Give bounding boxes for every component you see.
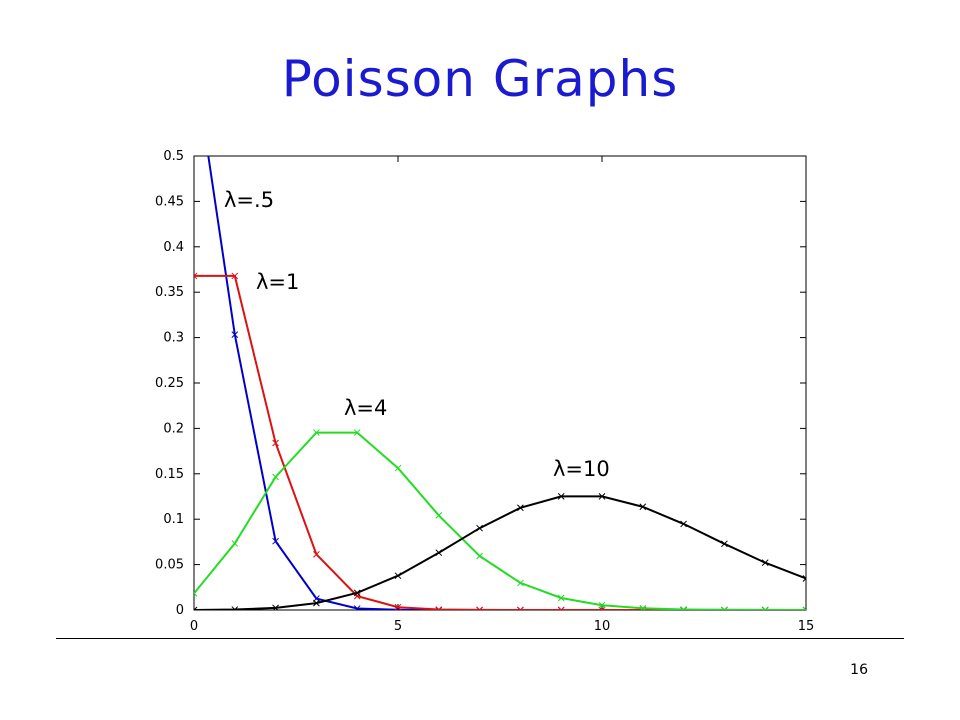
series-line-lambda-10: [194, 495, 806, 610]
data-point-marker: [680, 520, 687, 528]
y-tick-label: 0.5: [163, 149, 184, 164]
series-label-lambda-4: λ=4: [344, 396, 387, 420]
data-point-marker: [272, 439, 279, 447]
data-point-marker: [272, 537, 279, 545]
series-labels: λ=.5 λ=1 λ=4 λ=10: [224, 188, 610, 481]
data-point-marker: [517, 606, 524, 610]
data-point-marker: [313, 599, 320, 607]
data-point-marker: [721, 606, 728, 610]
data-point-marker: [231, 331, 239, 338]
data-point-marker: [353, 605, 361, 610]
page-number: 16: [850, 662, 868, 678]
data-point-marker: [194, 590, 198, 597]
series-label-lambda-0-5: λ=.5: [224, 188, 274, 212]
data-point-marker: [435, 549, 443, 557]
plot-frame: [193, 155, 807, 611]
data-point-marker: [557, 606, 565, 610]
data-point-marker: [272, 604, 279, 610]
data-point-marker: [598, 606, 606, 610]
y-tick-label: 0.4: [163, 240, 184, 255]
data-point-marker: [313, 429, 320, 436]
footer-rule: [56, 638, 904, 639]
series-line-lambda-4: [194, 431, 806, 610]
data-point-marker: [435, 606, 443, 610]
data-point-marker: [231, 272, 239, 280]
data-point-marker: [517, 579, 524, 587]
series-label-lambda-1: λ=1: [256, 270, 299, 294]
data-point-marker: [680, 606, 687, 610]
x-tick-label: 5: [394, 619, 402, 634]
slide-title: Poisson Graphs: [281, 50, 679, 108]
y-tick-label: 0.2: [163, 421, 184, 436]
y-tick-label: 0.15: [155, 467, 184, 482]
series-lambda-10: [194, 493, 806, 610]
data-point-marker: [353, 589, 361, 597]
series-line-lambda-0-5: [207, 156, 806, 610]
x-tick-label: 15: [798, 619, 815, 634]
y-tick-label: 0.45: [155, 194, 184, 209]
data-point-marker: [598, 493, 606, 500]
data-point-marker: [639, 503, 647, 511]
data-point-marker: [194, 272, 198, 280]
series-lambda-4: [194, 429, 806, 610]
data-point-marker: [394, 572, 402, 580]
x-tick-label: 0: [190, 619, 198, 634]
y-tick-label: 0.05: [155, 558, 184, 573]
data-point-marker: [557, 594, 565, 602]
data-point-marker: [353, 429, 361, 436]
y-tick-label: 0.1: [163, 512, 184, 527]
data-point-marker: [802, 606, 806, 610]
x-tick-label: 10: [594, 619, 611, 634]
poisson-chart: 0 5 10 15 0 0.05 0.1 0.15 0.2 0.25 0.3 0.35 0.4 0.45 0…: [155, 149, 814, 634]
data-point-marker: [231, 606, 239, 610]
y-tick-label: 0: [176, 603, 184, 618]
data-point-marker: [761, 606, 769, 610]
y-tick-label: 0.25: [155, 376, 184, 391]
data-point-marker: [721, 540, 728, 548]
data-point-marker: [394, 464, 402, 472]
data-point-marker: [231, 540, 239, 547]
series-label-lambda-10: λ=10: [553, 457, 610, 481]
y-tick-label: 0.35: [155, 285, 184, 300]
data-point-marker: [557, 493, 565, 500]
data-point-marker: [313, 550, 320, 558]
series-line-lambda-1: [194, 274, 806, 610]
axis-ticks: 0 5 10 15 0 0.05 0.1 0.15 0.2 0.25 0.3 0.35 0.4 0.45 0…: [155, 149, 814, 634]
data-point-marker: [761, 559, 769, 567]
data-point-marker: [272, 473, 279, 481]
data-point-marker: [517, 504, 524, 512]
data-point-marker: [394, 603, 402, 610]
data-point-marker: [476, 524, 483, 532]
data-point-marker: [435, 512, 443, 519]
data-point-marker: [476, 552, 483, 560]
y-tick-label: 0.3: [163, 331, 184, 346]
data-point-marker: [802, 575, 806, 582]
data-point-marker: [476, 606, 483, 610]
series-lambda-1: [194, 272, 806, 610]
data-point-marker: [639, 604, 647, 610]
series-lines: [194, 156, 806, 610]
series-lambda-0-5: [207, 156, 806, 610]
data-point-marker: [194, 606, 198, 610]
data-point-marker: [598, 601, 606, 609]
